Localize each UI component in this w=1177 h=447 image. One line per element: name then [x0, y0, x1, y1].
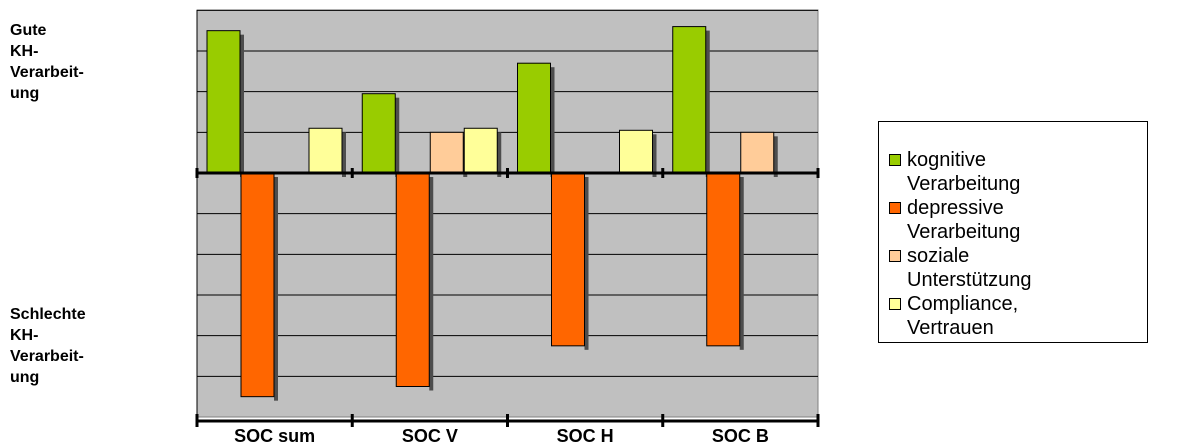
bottom-label-line: Verarbeit- [10, 348, 84, 365]
legend-label: depressive [907, 197, 1004, 219]
legend-item-depressive: depressive Verarbeitung [889, 196, 1020, 244]
bar-side [550, 67, 555, 177]
bar-side [497, 132, 502, 177]
legend-swatch [889, 154, 901, 166]
bar-side [773, 136, 778, 177]
legend-label: Verarbeitung [907, 173, 1021, 195]
top-axis-description: Gute KH- Verarbeit- ung [10, 20, 84, 104]
top-label-line: Gute [10, 22, 47, 39]
category-label: SOC B [712, 426, 769, 446]
legend-swatch [889, 298, 901, 310]
bar-side [240, 34, 244, 177]
legend-swatch [889, 250, 901, 262]
bar-side [274, 177, 278, 401]
top-label-line: ung [10, 85, 40, 102]
legend-label: Compliance, [907, 293, 1019, 315]
bar [429, 131, 464, 174]
legend-item-kognitive: kognitive Verarbeitung [889, 148, 1020, 196]
bar [463, 127, 498, 174]
bar [240, 172, 275, 398]
legend-swatch [889, 202, 901, 214]
bar [206, 30, 241, 174]
bar-side [739, 177, 744, 350]
bottom-label-line: KH- [10, 327, 39, 344]
category-label: SOC sum [234, 426, 315, 446]
bar-side [705, 30, 710, 177]
category-label: SOC V [402, 426, 458, 446]
legend-label: Verarbeitung [907, 221, 1021, 243]
legend-item-soziale: soziale Unterstützung [889, 244, 1032, 292]
bar [619, 129, 653, 174]
bar-side [342, 132, 346, 177]
legend-item-compliance: Compliance, Vertrauen [889, 292, 1018, 340]
bar [740, 131, 775, 174]
bar-side [584, 177, 589, 350]
bar-side [429, 177, 434, 391]
bar [395, 172, 430, 387]
bottom-label-line: Schlechte [10, 306, 86, 323]
top-label-line: Verarbeit- [10, 64, 84, 81]
bar-side [652, 134, 657, 177]
bar [551, 172, 585, 347]
bottom-label-line: ung [10, 369, 40, 386]
bar [672, 26, 707, 174]
legend-label: Unterstützung [907, 269, 1032, 291]
bar [308, 127, 343, 174]
bar [706, 172, 741, 347]
legend-label: kognitive [907, 149, 986, 171]
chart-legend: kognitive Verarbeitung depressive Verarb… [878, 121, 1148, 343]
legend-label: Vertrauen [907, 317, 994, 339]
category-label: SOC H [557, 426, 614, 446]
bottom-axis-description: Schlechte KH- Verarbeit- ung [10, 304, 86, 388]
bar [517, 62, 551, 174]
bar [361, 93, 396, 174]
bar-side [395, 97, 400, 177]
legend-label: soziale [907, 245, 970, 267]
top-label-line: KH- [10, 43, 39, 60]
